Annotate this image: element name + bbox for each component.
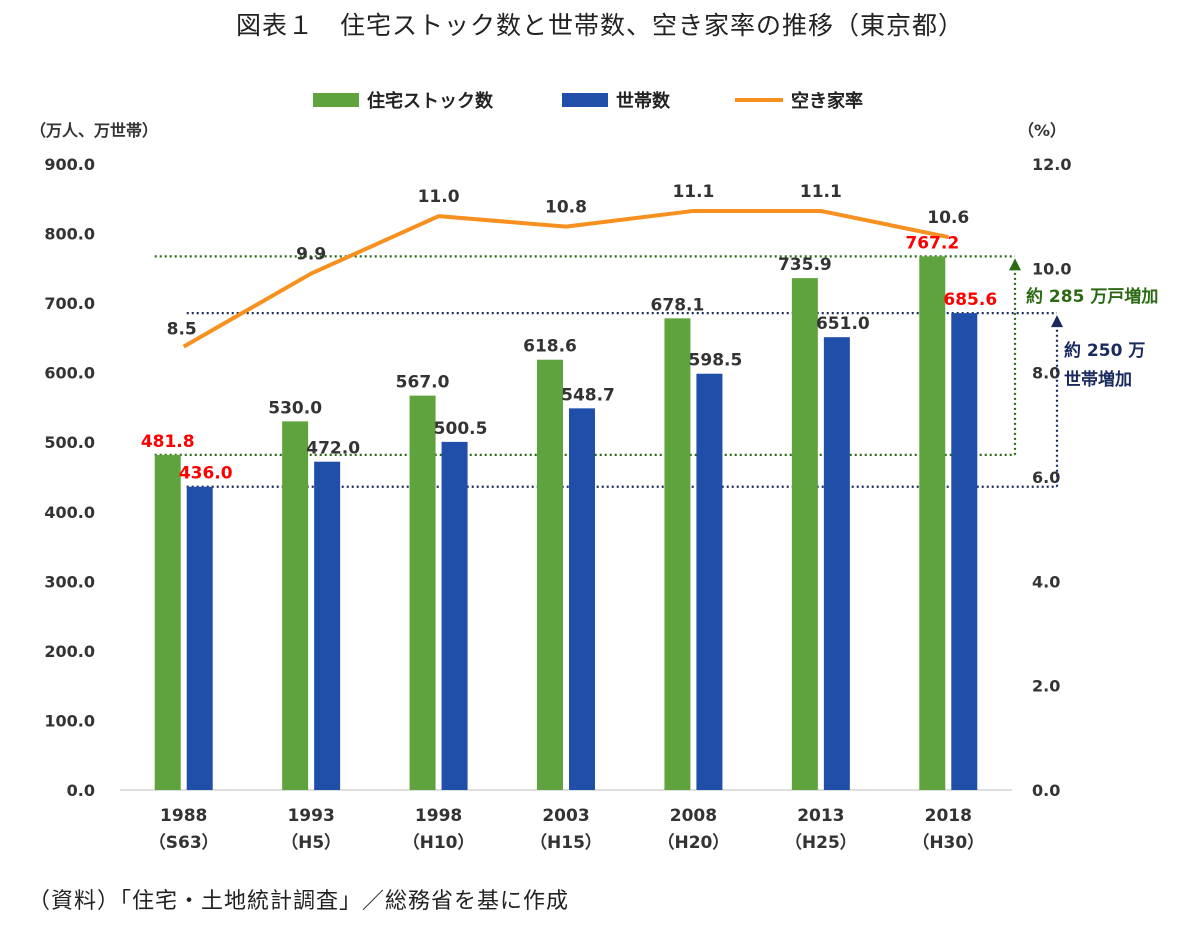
legend-households-swatch (562, 93, 608, 107)
housing-stock-bar (154, 454, 181, 790)
vacancy-rate-value-label: 11.0 (418, 187, 460, 207)
housing-stock-value-label: 767.2 (905, 233, 959, 253)
households-bar (696, 373, 723, 790)
left-axis-unit: （万人、万世帯） (30, 121, 158, 140)
households-bar (441, 441, 468, 790)
housing-stock-bar (282, 421, 309, 790)
legend-housing-stock-swatch (313, 93, 359, 107)
households-value-label: 548.7 (561, 385, 615, 405)
households-value-label: 472.0 (306, 439, 360, 459)
x-subtick-label: （S63） (149, 832, 219, 853)
x-tick-label: 2013 (797, 806, 844, 826)
stock-increase-annotation: 約 285 万戸増加 (1026, 286, 1158, 307)
housing-stock-value-label: 618.6 (523, 337, 577, 357)
housing-stock-value-label: 678.1 (651, 295, 705, 315)
x-tick-label: 1993 (287, 806, 334, 826)
households-increase-annotation: 約 250 万 (1064, 340, 1145, 361)
housing-stock-value-label: 735.9 (778, 255, 832, 275)
households-bar (186, 486, 213, 790)
left-tick-label: 400.0 (44, 503, 95, 522)
vacancy-rate-value-label: 10.8 (545, 198, 587, 218)
bars (154, 256, 978, 791)
housing-stock-value-label: 567.0 (396, 373, 450, 393)
vacancy-rate-value-label: 11.1 (672, 182, 714, 202)
households-value-label: 598.5 (689, 351, 743, 371)
vacancy-rate-value-label: 8.5 (167, 320, 197, 340)
vacancy-rate-line (182, 208, 949, 349)
x-tick-label: 1988 (160, 806, 207, 826)
stock-increase-arrowhead (1009, 258, 1021, 271)
x-subtick-label: （H20） (657, 832, 729, 853)
x-tick-label: 2018 (925, 806, 972, 826)
housing-stock-bar (919, 256, 946, 791)
vacancy-rate-polyline (182, 208, 949, 349)
housing-stock-bar (791, 278, 818, 790)
x-tick-label: 2003 (542, 806, 589, 826)
housing-stock-value-label: 481.8 (141, 432, 195, 452)
right-tick-label: 0.0 (1032, 781, 1060, 800)
households-bar (951, 313, 978, 790)
housing-stock-value-label: 530.0 (268, 398, 322, 418)
x-tick-label: 1998 (415, 806, 462, 826)
vacancy-rate-value-label: 10.6 (927, 208, 969, 228)
x-subtick-label: （H10） (403, 832, 475, 853)
x-subtick-label: （H30） (912, 832, 984, 853)
left-tick-label: 800.0 (44, 225, 95, 244)
households-increase-annotation: 世帯増加 (1064, 369, 1132, 390)
axes: 0.0 100.0 200.0 300.0 400.0 500.0 600.0 700.0 80… (30, 121, 1071, 853)
left-tick-label: 500.0 (44, 433, 95, 452)
housing-stock-bar (537, 359, 563, 790)
households-value-label: 500.5 (434, 419, 488, 439)
households-value-label: 685.6 (943, 290, 997, 310)
right-tick-label: 10.0 (1032, 259, 1071, 278)
left-tick-label: 0.0 (67, 781, 95, 800)
right-tick-label: 4.0 (1032, 572, 1060, 591)
housing-stock-bar (664, 318, 691, 790)
data-labels: 481.8 530.0 567.0 618.6 678.1 735.9 767.2 436.0… (141, 182, 997, 484)
left-tick-label: 600.0 (44, 364, 95, 383)
households-value-label: 651.0 (816, 314, 870, 334)
housing-stock-bar (409, 395, 436, 790)
left-tick-label: 200.0 (44, 642, 95, 661)
legend-vacancy-rate-label: 空き家率 (791, 90, 863, 112)
legend-housing-stock-label: 住宅ストック数 (367, 90, 494, 112)
households-value-label: 436.0 (179, 464, 233, 484)
left-tick-label: 100.0 (44, 711, 95, 730)
chart-title: 図表１ 住宅ストック数と世帯数、空き家率の推移（東京都） (235, 11, 964, 40)
right-axis-unit: （%） (1018, 121, 1066, 140)
source-note: （資料）「住宅・土地統計調査」／総務省を基に作成 (28, 889, 570, 914)
right-tick-label: 8.0 (1032, 364, 1060, 383)
households-increase-arrowhead (1051, 315, 1063, 328)
right-tick-label: 6.0 (1032, 468, 1060, 487)
left-tick-label: 300.0 (44, 572, 95, 591)
vacancy-rate-value-label: 11.1 (800, 182, 842, 202)
right-tick-label: 12.0 (1032, 155, 1071, 174)
legend-households-label: 世帯数 (616, 90, 671, 112)
x-subtick-label: （H15） (530, 832, 602, 853)
legend: 住宅ストック数 世帯数 空き家率 (313, 90, 863, 112)
households-bar (569, 408, 595, 790)
right-tick-label: 2.0 (1032, 677, 1060, 696)
x-tick-label: 2008 (670, 806, 717, 826)
vacancy-rate-value-label: 9.9 (296, 245, 326, 265)
left-tick-label: 900.0 (44, 155, 95, 174)
x-subtick-label: （H25） (785, 832, 857, 853)
left-tick-label: 700.0 (44, 294, 95, 313)
x-subtick-label: （H5） (281, 832, 341, 853)
households-bar (823, 337, 850, 790)
households-bar (314, 461, 341, 790)
